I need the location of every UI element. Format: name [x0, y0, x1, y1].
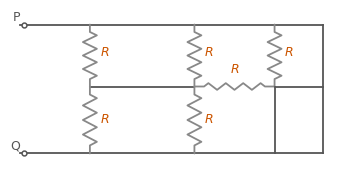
Text: Q: Q [10, 140, 20, 153]
Text: R: R [230, 63, 239, 76]
Text: R: R [205, 46, 213, 59]
Text: R: R [285, 46, 293, 59]
Text: P: P [13, 11, 20, 24]
Text: R: R [100, 113, 109, 126]
Text: R: R [205, 113, 213, 126]
Text: R: R [100, 46, 109, 59]
